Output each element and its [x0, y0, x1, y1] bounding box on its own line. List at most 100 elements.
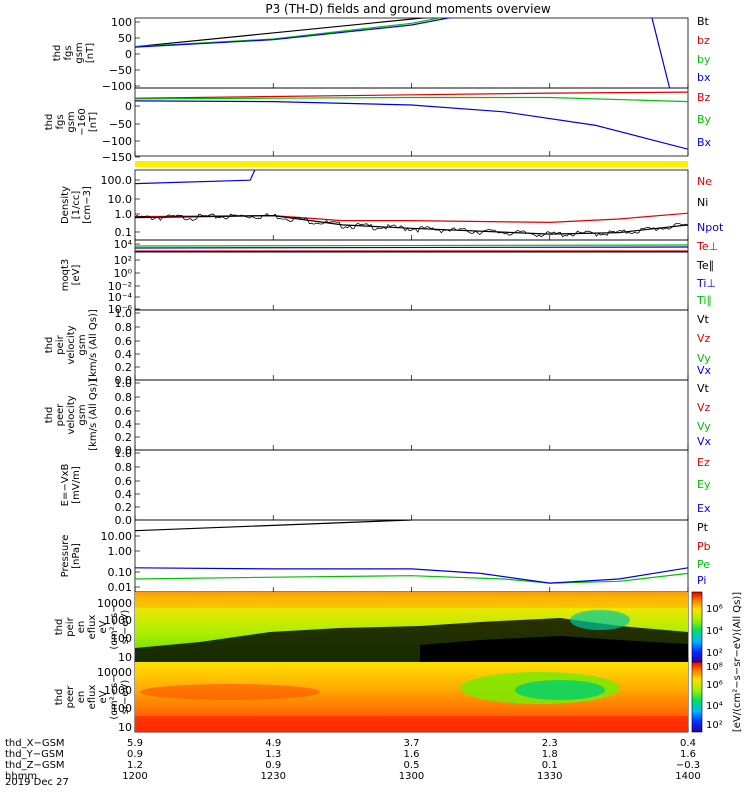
legend-Pt: Pt: [697, 521, 709, 534]
y-tick-label: 1.00: [108, 545, 133, 558]
y-axis-label-line: thd: [44, 407, 55, 424]
y-axis-label-line: sr−eV): [120, 610, 131, 645]
y-tick-label: 1.0: [115, 307, 133, 320]
y-tick-label: −50: [109, 118, 132, 131]
y-axis-label-line: sr−eV): [120, 680, 131, 715]
legend-Pi: Pi: [697, 574, 706, 587]
panel-frame: [134, 169, 689, 241]
y-tick-label: 10.00: [101, 530, 133, 543]
y-axis-label: thd fgs gsm −160 [nT]: [44, 108, 99, 135]
y-axis-label-line: fgs: [55, 114, 66, 129]
y-tick-label: 0.4: [115, 488, 133, 501]
x-axis-value: 4.9: [265, 738, 281, 749]
colorbar-tick-label: 10⁴: [706, 626, 723, 637]
x-axis-value: 0.5: [404, 760, 420, 771]
y-axis-label-line: eflux: [87, 685, 98, 710]
y-axis-label-line: [nT]: [88, 112, 99, 132]
status-bar: [135, 161, 688, 167]
y-tick-label: 1.0: [115, 447, 133, 460]
x-axis-row-label: thd_Y−GSM: [5, 749, 64, 760]
series-line-Pi: [135, 567, 688, 584]
y-tick-label: 0.10: [108, 566, 133, 579]
y-tick-label: 1.0: [115, 377, 133, 390]
y-axis-label-line: thd: [54, 619, 65, 636]
x-axis-value: 1.6: [404, 749, 420, 760]
y-tick-label: 0.2: [115, 361, 133, 374]
y-tick-label: 10⁻⁴: [108, 291, 133, 304]
legend-Vx: Vx: [697, 364, 712, 377]
y-axis-label: E=−VxB [mV/m]: [60, 464, 82, 507]
x-axis-value: 1.3: [265, 749, 281, 760]
y-axis-label-line: thd: [54, 689, 65, 706]
y-tick-label: 0.4: [115, 418, 133, 431]
legend-Ey: Ey: [697, 478, 711, 491]
y-axis-label: thd peir en eflux eV (cm²−s− sr−eV): [54, 604, 131, 649]
y-tick-label: 100: [111, 702, 132, 715]
x-axis-value: 0.9: [265, 760, 281, 771]
y-tick-label: 100: [111, 632, 132, 645]
y-tick-label: 100.0: [101, 174, 133, 187]
series-line-Pt: [135, 520, 412, 532]
ion-spectrogram-image: [135, 592, 688, 662]
x-axis-value: 1.8: [542, 749, 558, 760]
y-tick-label: 0.8: [115, 461, 133, 474]
series-line-Pe: [135, 572, 688, 584]
y-tick-label: 10⁻²: [108, 280, 132, 293]
legend-Ne: Ne: [697, 175, 712, 188]
y-axis-label-line: E=−VxB: [60, 464, 71, 507]
colorbar-ticks: 10⁶ 10⁴ 10² 10⁸ 10⁶ 10⁴ 10²: [706, 604, 723, 731]
y-tick-label: −50: [109, 64, 132, 77]
series-line-Bt: [135, 18, 429, 48]
y-tick-label: 10²: [114, 254, 132, 267]
y-axis-label-line: eV: [98, 690, 109, 703]
colorbar-tick-label: 10⁴: [706, 701, 723, 712]
y-axis-label-line: fgs: [63, 45, 74, 60]
panel-fgs-gsm: 100 50 0 −50 −100 thd fgs gsm [nT] Bt bz by bx: [52, 15, 711, 93]
y-axis-label-line: en: [76, 691, 87, 704]
y-axis-label-line: peir: [65, 616, 76, 636]
y-axis-label-line: thd: [52, 45, 63, 62]
legend-Vy: Vy: [697, 420, 711, 433]
y-tick-label: 10⁻⁶: [108, 303, 133, 316]
y-axis-label-line: gsm: [77, 334, 88, 355]
colorbar-tick-label: 10⁸: [706, 662, 723, 673]
y-axis-label-line: [mV/m]: [71, 466, 82, 504]
y-tick-label: 0.8: [115, 391, 133, 404]
y-tick-label: 1000: [104, 614, 132, 627]
y-axis-label: Pressure [nPa]: [60, 535, 82, 578]
y-axis-label-line: [km/s (All Qs)]: [88, 309, 99, 381]
density-ni-noise: [135, 213, 688, 238]
legend-Vt: Vt: [697, 382, 710, 395]
y-axis-label-line: Density: [60, 186, 71, 224]
y-axis-label-line: eV: [98, 620, 109, 633]
y-axis-label-line: thd: [44, 114, 55, 131]
ion-colorbar: [691, 591, 703, 663]
x-axis-value: 0.9: [127, 749, 143, 760]
y-tick-label: 0.1: [115, 226, 133, 239]
y-axis-label-line: −160: [77, 108, 88, 135]
y-tick-label: 10.0: [108, 193, 133, 206]
y-axis-label: thd peir velocity gsm [km/s (All Qs)]: [44, 309, 99, 381]
legend-Pe: Pe: [697, 558, 710, 571]
series-line-Bz: [135, 91, 688, 99]
legend-Ez: Ez: [697, 456, 710, 469]
panel-frame: [134, 449, 689, 521]
y-tick-label: 0.0: [115, 374, 133, 387]
y-tick-label: 1.0: [115, 208, 133, 221]
y-axis-label-line: (cm²−s−: [109, 604, 120, 649]
electron-spectrogram-image: [135, 662, 688, 732]
y-axis-label: thd peer velocity gsm [km/s (All Qs)]: [44, 379, 99, 451]
legend-Vz: Vz: [697, 401, 711, 414]
y-axis-label-line: Pressure: [60, 535, 71, 578]
legend-bx: bx: [697, 71, 711, 84]
y-axis-label-line: en: [76, 621, 87, 634]
y-tick-label: −150: [102, 151, 132, 164]
y-tick-label: 10000: [97, 666, 132, 679]
colorbar-tick-label: 10²: [706, 648, 723, 659]
y-axis-label-line: velocity: [66, 395, 77, 434]
x-axis-value: 1.2: [127, 760, 143, 771]
x-axis-value: 0.1: [542, 760, 558, 771]
